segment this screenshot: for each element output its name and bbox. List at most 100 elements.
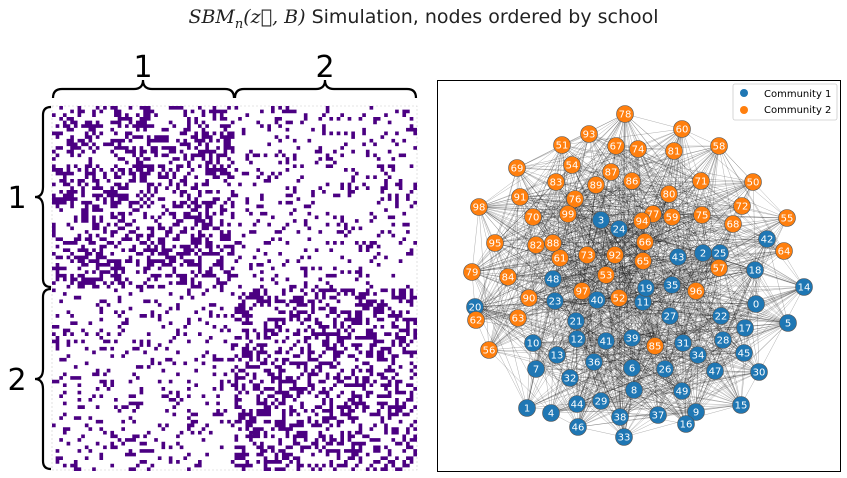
node-circle-80 [660, 185, 678, 203]
node-circle-63 [509, 309, 527, 327]
node-67: 67 [607, 137, 625, 155]
node-label-43: 43 [672, 253, 685, 264]
node-label-53: 53 [600, 271, 613, 282]
node-3: 3 [592, 211, 610, 229]
left-block-label-1: 1 [7, 181, 26, 216]
node-label-91: 91 [514, 193, 527, 204]
node-circle-30 [750, 363, 768, 381]
node-label-26: 26 [659, 365, 672, 376]
node-label-20: 20 [469, 303, 482, 314]
node-46: 46 [569, 418, 587, 436]
legend-marker-community-1 [740, 89, 748, 97]
node-label-31: 31 [677, 339, 690, 350]
node-circle-61 [551, 249, 569, 267]
node-circle-35 [663, 276, 681, 294]
node-label-4: 4 [548, 409, 554, 420]
node-32: 32 [561, 369, 579, 387]
node-4: 4 [542, 404, 560, 422]
node-59: 59 [663, 208, 681, 226]
node-circle-29 [592, 392, 610, 410]
node-66: 66 [636, 233, 654, 251]
node-circle-6 [623, 359, 641, 377]
node-90: 90 [520, 289, 538, 307]
node-73: 73 [578, 246, 596, 264]
node-78: 78 [616, 105, 634, 123]
node-label-7: 7 [533, 365, 539, 376]
node-69: 69 [508, 159, 526, 177]
node-label-34: 34 [692, 351, 705, 362]
node-circle-23 [546, 292, 564, 310]
node-13: 13 [548, 346, 566, 364]
node-41: 41 [597, 332, 615, 350]
node-circle-7 [527, 360, 545, 378]
node-circle-38 [611, 408, 629, 426]
node-label-57: 57 [713, 264, 726, 275]
node-circle-94 [633, 212, 651, 230]
node-95: 95 [486, 234, 504, 252]
node-circle-15 [732, 396, 750, 414]
node-circle-0 [747, 295, 765, 313]
node-circle-79 [463, 263, 481, 281]
node-circle-13 [548, 346, 566, 364]
node-label-13: 13 [551, 351, 564, 362]
node-circle-47 [706, 362, 724, 380]
node-circle-71 [692, 172, 710, 190]
node-39: 39 [623, 329, 641, 347]
node-label-79: 79 [466, 268, 479, 279]
node-label-96: 96 [690, 287, 703, 298]
node-5: 5 [779, 314, 797, 332]
node-65: 65 [634, 252, 652, 270]
node-circle-31 [674, 334, 692, 352]
node-6: 6 [623, 359, 641, 377]
node-label-92: 92 [609, 251, 622, 262]
node-circle-59 [663, 208, 681, 226]
node-label-45: 45 [738, 349, 751, 360]
node-label-84: 84 [502, 273, 515, 284]
node-26: 26 [656, 360, 674, 378]
node-circle-72 [733, 197, 751, 215]
node-38: 38 [611, 408, 629, 426]
node-34: 34 [689, 346, 707, 364]
node-label-80: 80 [663, 190, 676, 201]
node-label-52: 52 [613, 294, 626, 305]
title-rest: Simulation, nodes ordered by school [305, 6, 659, 28]
top-block-label-1: 1 [133, 50, 152, 85]
node-circle-69 [508, 159, 526, 177]
node-87: 87 [602, 163, 620, 181]
node-circle-46 [569, 418, 587, 436]
node-label-93: 93 [583, 130, 596, 141]
node-64: 64 [775, 242, 793, 260]
node-circle-1 [518, 399, 536, 417]
node-circle-8 [625, 381, 643, 399]
node-circle-39 [623, 329, 641, 347]
node-circle-86 [623, 172, 641, 190]
node-0: 0 [747, 295, 765, 313]
node-29: 29 [592, 392, 610, 410]
node-circle-87 [602, 163, 620, 181]
node-label-10: 10 [527, 339, 540, 350]
title-sub: n [234, 16, 244, 32]
node-99: 99 [559, 205, 577, 223]
node-label-72: 72 [736, 202, 749, 213]
node-label-29: 29 [595, 397, 608, 408]
node-label-6: 6 [629, 364, 635, 375]
node-label-70: 70 [527, 213, 540, 224]
node-label-78: 78 [619, 110, 632, 121]
node-label-21: 21 [570, 317, 583, 328]
legend: Community 1 Community 2 [732, 83, 838, 121]
node-label-30: 30 [753, 368, 766, 379]
node-42: 42 [758, 230, 776, 248]
node-86: 86 [623, 172, 641, 190]
node-circle-26 [656, 360, 674, 378]
node-label-42: 42 [761, 235, 774, 246]
node-53: 53 [597, 266, 615, 284]
node-56: 56 [480, 341, 498, 359]
node-8: 8 [625, 381, 643, 399]
node-25: 25 [711, 244, 729, 262]
node-label-44: 44 [571, 400, 584, 411]
node-71: 71 [692, 172, 710, 190]
node-17: 17 [736, 319, 754, 337]
left-brace-2 [34, 287, 52, 471]
node-label-74: 74 [632, 145, 645, 156]
node-label-22: 22 [715, 312, 728, 323]
